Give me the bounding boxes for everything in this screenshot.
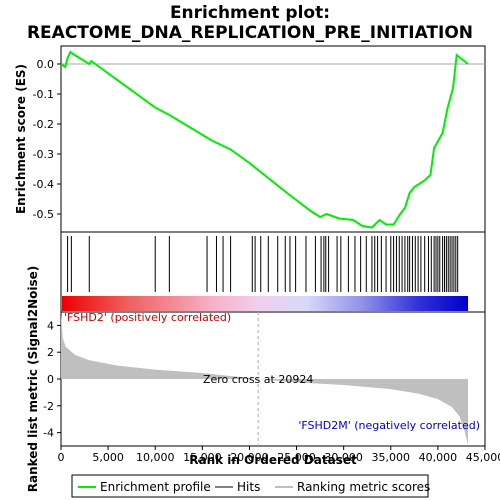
metric-y-ticks: 4 2 0 -2 -4 (43, 319, 61, 440)
es-y-axis-label: Enrichment score (ES) (14, 64, 28, 214)
x-tick-label: 5,000 (92, 451, 124, 464)
x-tick-label: 25,000 (277, 451, 316, 464)
legend-label-enrichment: Enrichment profile (100, 480, 211, 494)
enrichment-profile-line (60, 50, 469, 229)
metric-y-tick-label: 0 (47, 373, 54, 386)
chart-title-line2: REACTOME_DNA_REPLICATION_PRE_INITIATION (27, 23, 473, 43)
chart-title-line1: Enrichment plot: (170, 3, 330, 23)
x-tick-label: 15,000 (183, 451, 222, 464)
legend: Enrichment profile Hits Ranking metric s… (71, 474, 430, 498)
metric-panel: 4 2 0 -2 -4 Zero cross at 20924 'FSHD2' (pos… (26, 266, 486, 493)
metric-y-tick-label: 2 (47, 346, 54, 359)
es-y-tick-label: -0.3 (33, 148, 54, 161)
hit-lines (67, 236, 459, 292)
legend-box (71, 474, 429, 498)
x-tick-label: 0 (58, 451, 65, 464)
es-y-tick-label: -0.4 (33, 178, 54, 191)
metric-y-tick-label: 4 (47, 319, 54, 332)
es-y-tick-label: -0.5 (33, 208, 54, 221)
hits-panel (60, 231, 486, 313)
x-axis-ticks: 0 5,000 10,000 15,000 20,000 25,000 30,000 35,0… (58, 446, 500, 464)
zero-cross-label: Zero cross at 20924 (203, 373, 313, 386)
positive-correlation-label: 'FSHD2' (positively correlated) (64, 311, 231, 324)
negative-correlation-label: 'FSHD2M' (negatively correlated) (298, 419, 480, 432)
ranking-metric-area (61, 314, 468, 445)
x-tick-label: 40,000 (419, 451, 458, 464)
x-tick-label: 20,000 (230, 451, 269, 464)
x-tick-label: 35,000 (372, 451, 411, 464)
es-y-tick-label: 0.0 (37, 58, 55, 71)
es-y-tick-label: -0.1 (33, 88, 54, 101)
x-tick-label: 30,000 (324, 451, 363, 464)
x-tick-label: 45,000 (466, 451, 500, 464)
metric-y-tick-label: -2 (43, 400, 54, 413)
rank-color-bar (62, 296, 469, 311)
x-axis-label: Rank in Ordered Dataset (189, 453, 357, 467)
rank-color-gradient (62, 296, 469, 311)
legend-label-metric: Ranking metric scores (297, 480, 430, 494)
metric-y-axis-label: Ranked list metric (Signal2Noise) (26, 266, 40, 493)
es-panel: 0.0 -0.1 -0.2 -0.3 -0.4 -0.5 Enrichment score… (14, 45, 486, 233)
legend-label-hits: Hits (237, 480, 260, 494)
metric-y-tick-label: -4 (43, 427, 54, 440)
es-y-tick-label: -0.2 (33, 118, 54, 131)
es-y-ticks: 0.0 -0.1 -0.2 -0.3 -0.4 -0.5 (33, 58, 61, 221)
x-tick-label: 10,000 (136, 451, 175, 464)
es-panel-frame (60, 45, 486, 233)
